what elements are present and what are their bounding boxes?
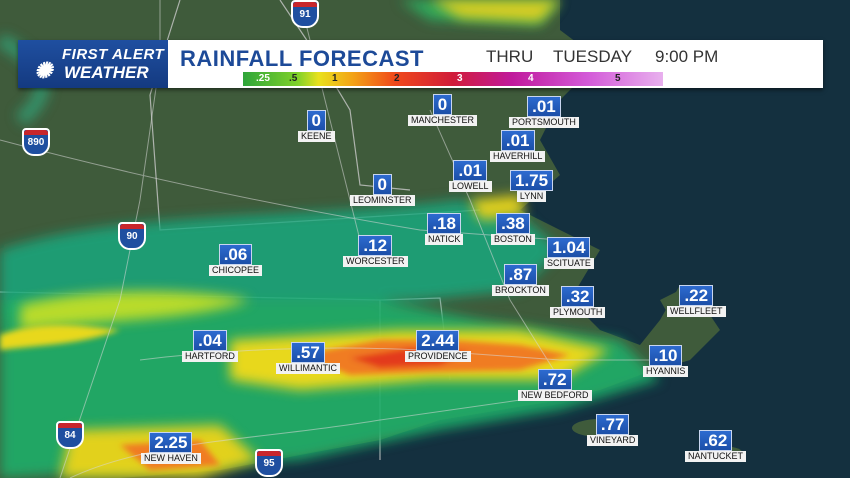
location-name: KEENE bbox=[298, 131, 335, 142]
location-keene: 0 KEENE bbox=[298, 110, 335, 142]
scale-tick-5: 5 bbox=[615, 73, 621, 84]
rainfall-value: .10 bbox=[648, 345, 683, 366]
location-name: NATICK bbox=[425, 234, 464, 245]
interstate-890-shield: 890 bbox=[22, 128, 50, 156]
scale-tick-025: .25 bbox=[256, 73, 270, 84]
location-nantucket: .62 NANTUCKET bbox=[685, 430, 747, 462]
location-name: BROCKTON bbox=[492, 285, 549, 296]
interstate-90-shield: 90 bbox=[118, 222, 146, 250]
location-name: NANTUCKET bbox=[685, 451, 747, 462]
scale-tick-2: 2 bbox=[394, 73, 400, 84]
location-name: LEOMINSTER bbox=[350, 195, 415, 206]
location-haverhill: .01 HAVERHILL bbox=[490, 130, 546, 162]
interstate-91-shield: 91 bbox=[291, 0, 319, 28]
location-hyannis: .10 HYANNIS bbox=[643, 345, 689, 377]
rainfall-value: .01 bbox=[500, 130, 535, 151]
location-leominster: 0 LEOMINSTER bbox=[350, 174, 415, 206]
scale-tick-05: .5 bbox=[289, 73, 298, 84]
forecast-day: TUESDAY bbox=[553, 47, 633, 66]
location-wellfleet: .22 WELLFLEET bbox=[667, 285, 726, 317]
location-providence: 2.44 PROVIDENCE bbox=[405, 330, 471, 362]
location-new-bedford: .72 NEW BEDFORD bbox=[518, 369, 592, 401]
rainfall-value: .01 bbox=[453, 160, 488, 181]
first-alert-weather-logo: ✺ FIRST ALERT WEATHER bbox=[18, 40, 168, 88]
location-name: WORCESTER bbox=[343, 256, 408, 267]
rainfall-value: .32 bbox=[560, 286, 595, 307]
i91-label: 91 bbox=[299, 9, 311, 20]
location-name: MANCHESTER bbox=[408, 115, 478, 126]
rainfall-color-scale bbox=[243, 72, 663, 86]
rainfall-value: 0 bbox=[432, 94, 453, 115]
location-name: NEW HAVEN bbox=[141, 453, 201, 464]
rainfall-value: .18 bbox=[427, 213, 461, 234]
location-name: BOSTON bbox=[491, 234, 535, 245]
rainfall-value: .22 bbox=[679, 285, 714, 306]
rainfall-value: .12 bbox=[358, 235, 393, 256]
location-name: PORTSMOUTH bbox=[509, 117, 579, 128]
rainfall-value: .72 bbox=[537, 369, 572, 390]
location-lowell: .01 LOWELL bbox=[449, 160, 492, 192]
location-lynn: 1.75 LYNN bbox=[510, 170, 554, 202]
rainfall-value: 2.25 bbox=[149, 432, 193, 453]
rainfall-value: 0 bbox=[372, 174, 392, 195]
rainfall-value: 1.75 bbox=[510, 170, 554, 191]
location-plymouth: .32 PLYMOUTH bbox=[550, 286, 606, 318]
rainfall-value: 1.04 bbox=[547, 237, 591, 258]
location-worcester: .12 WORCESTER bbox=[343, 235, 408, 267]
location-chicopee: .06 CHICOPEE bbox=[209, 244, 263, 276]
location-willimantic: .57 WILLIMANTIC bbox=[276, 342, 341, 374]
interstate-84-shield: 84 bbox=[56, 421, 84, 449]
location-name: VINEYARD bbox=[587, 435, 639, 446]
scale-tick-1: 1 bbox=[332, 73, 338, 84]
rainfall-value: .04 bbox=[193, 330, 227, 351]
forecast-banner: ✺ FIRST ALERT WEATHER RAINFALL FORECAST … bbox=[18, 40, 823, 88]
location-hartford: .04 HARTFORD bbox=[182, 330, 238, 362]
location-name: PROVIDENCE bbox=[405, 351, 471, 362]
location-name: HAVERHILL bbox=[490, 151, 546, 162]
location-name: WILLIMANTIC bbox=[276, 363, 341, 374]
location-vineyard: .77 VINEYARD bbox=[587, 414, 639, 446]
rainfall-value: 2.44 bbox=[416, 330, 460, 351]
location-name: PLYMOUTH bbox=[550, 307, 606, 318]
i90-label: 90 bbox=[126, 231, 138, 242]
rainfall-value: .77 bbox=[595, 414, 630, 435]
rainfall-value: .62 bbox=[698, 430, 733, 451]
location-name: NEW BEDFORD bbox=[518, 390, 592, 401]
location-boston: .38 BOSTON bbox=[491, 213, 535, 245]
scale-tick-4: 4 bbox=[528, 73, 534, 84]
forecast-time: 9:00 PM bbox=[655, 47, 719, 66]
scale-tick-3: 3 bbox=[457, 73, 463, 84]
location-natick: .18 NATICK bbox=[425, 213, 464, 245]
location-new-haven: 2.25 NEW HAVEN bbox=[141, 432, 201, 464]
i95-label: 95 bbox=[263, 458, 275, 469]
rainfall-value: .38 bbox=[496, 213, 530, 234]
rainfall-value: 0 bbox=[306, 110, 326, 131]
rainfall-value: .06 bbox=[218, 244, 253, 265]
i84-label: 84 bbox=[64, 430, 76, 441]
logo-line1: FIRST ALERT bbox=[62, 46, 165, 63]
location-name: HARTFORD bbox=[182, 351, 238, 362]
location-portsmouth: .01 PORTSMOUTH bbox=[509, 96, 579, 128]
location-name: SCITUATE bbox=[544, 258, 594, 269]
location-name: WELLFLEET bbox=[667, 306, 726, 317]
location-name: LOWELL bbox=[449, 181, 492, 192]
forecast-title: RAINFALL FORECAST bbox=[180, 46, 424, 71]
peacock-icon: ✺ bbox=[34, 58, 53, 83]
location-name: LYNN bbox=[516, 191, 547, 202]
rainfall-value: .87 bbox=[503, 264, 538, 285]
logo-line2: WEATHER bbox=[64, 63, 149, 82]
interstate-95-shield: 95 bbox=[255, 449, 283, 477]
location-scituate: 1.04 SCITUATE bbox=[544, 237, 594, 269]
location-name: CHICOPEE bbox=[209, 265, 263, 276]
location-manchester: 0 MANCHESTER bbox=[408, 94, 478, 126]
location-brockton: .87 BROCKTON bbox=[492, 264, 549, 296]
location-name: HYANNIS bbox=[643, 366, 689, 377]
i890-label: 890 bbox=[27, 137, 45, 148]
rainfall-value: .57 bbox=[291, 342, 325, 363]
rainfall-value: .01 bbox=[527, 96, 561, 117]
day-prefix: THRU bbox=[486, 47, 534, 66]
